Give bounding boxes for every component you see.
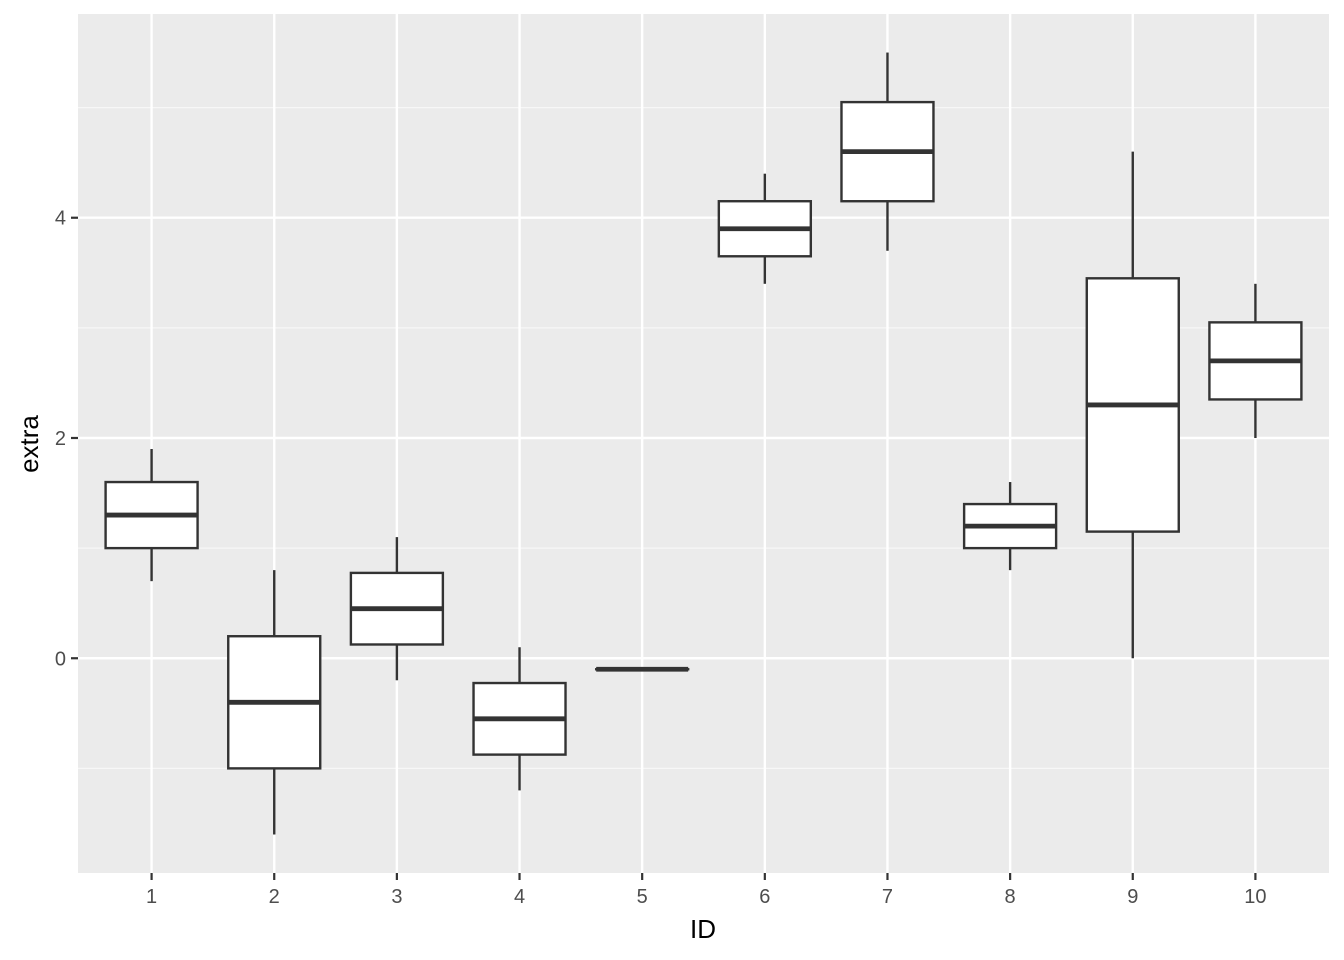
x-tick-label: 6: [759, 886, 770, 908]
x-axis-title: ID: [690, 914, 716, 944]
y-tick-label: 4: [55, 208, 66, 230]
box-3: [349, 537, 445, 681]
x-tick-label: 10: [1244, 886, 1266, 908]
x-tick-label: 9: [1127, 886, 1138, 908]
box-10: [1208, 283, 1303, 438]
box-1: [104, 449, 199, 582]
y-axis: 0 2 4: [55, 208, 78, 670]
x-tick-label: 1: [146, 886, 157, 908]
box-2: [227, 570, 322, 835]
box-9: [1085, 151, 1180, 659]
x-tick-label: 4: [514, 886, 525, 908]
box-4: [472, 647, 567, 791]
x-axis: 1 2 3 4 5 6 7 8 9 10: [146, 873, 1267, 908]
x-tick-label: 5: [637, 886, 648, 908]
box-7: [840, 52, 935, 251]
boxes-layer: [104, 52, 1303, 835]
y-tick-label: 2: [55, 428, 66, 450]
box-8: [962, 482, 1058, 571]
box-6: [717, 173, 813, 284]
y-tick-label: 0: [55, 648, 66, 670]
x-tick-label: 7: [882, 886, 893, 908]
x-tick-label: 8: [1005, 886, 1016, 908]
x-tick-label: 3: [391, 886, 402, 908]
x-tick-label: 2: [269, 886, 280, 908]
y-axis-title: extra: [14, 415, 44, 473]
